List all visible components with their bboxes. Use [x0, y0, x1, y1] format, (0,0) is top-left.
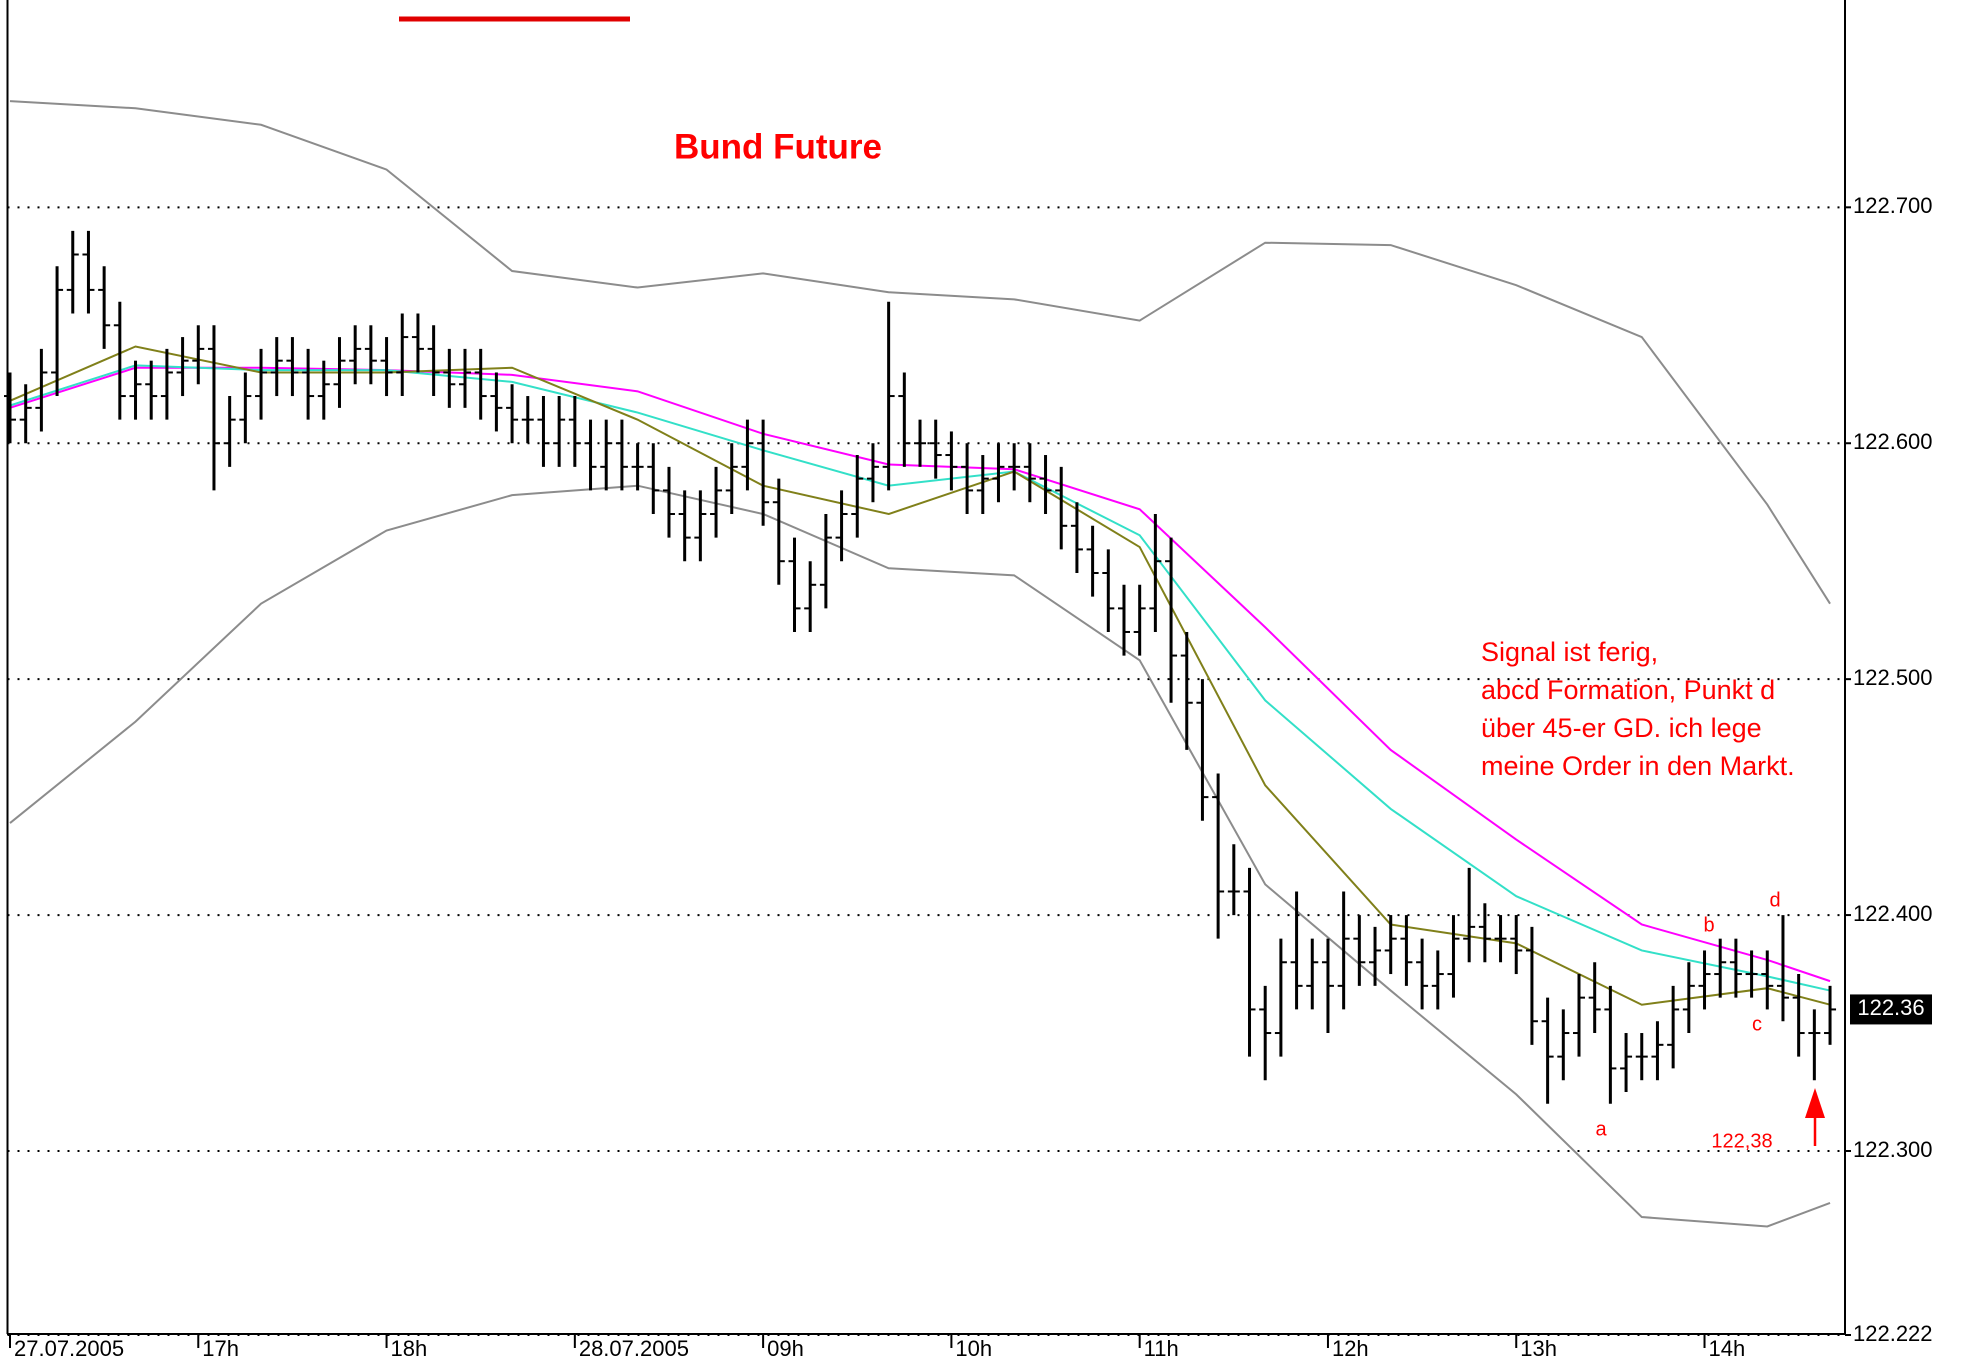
- arrow-head: [1805, 1088, 1825, 1118]
- y-tick-label: 122.222: [1853, 1321, 1933, 1346]
- x-tick-label: 28.07.2005: [579, 1336, 689, 1360]
- x-tick-label: 27.07.2005: [14, 1336, 124, 1360]
- x-tick-label: 10h: [955, 1336, 992, 1360]
- point-label: a: [1595, 1118, 1607, 1140]
- point-label: b: [1703, 914, 1714, 936]
- x-tick-label: 11h: [1144, 1336, 1179, 1360]
- y-tick-label: 122.500: [1853, 665, 1933, 690]
- point-label: c: [1752, 1013, 1762, 1035]
- point-label: d: [1769, 889, 1780, 911]
- y-tick-label: 122.700: [1853, 193, 1933, 218]
- signal-note: über 45-er GD. ich lege: [1481, 713, 1762, 743]
- last-price-box: [1850, 994, 1932, 1025]
- indicator-line: [9, 100, 1831, 605]
- y-tick-label: 122.300: [1853, 1137, 1933, 1162]
- signal-note: abcd Formation, Punkt d: [1481, 675, 1775, 705]
- indicator-line: [9, 484, 1831, 1228]
- x-tick-label: 18h: [391, 1336, 428, 1360]
- y-tick-label: 122.600: [1853, 429, 1933, 454]
- price-note: 122,38: [1711, 1130, 1772, 1152]
- signal-note: Signal ist ferig,: [1481, 637, 1658, 667]
- x-tick-label: 13h: [1520, 1336, 1557, 1360]
- x-tick-label: 17h: [202, 1336, 239, 1360]
- x-tick-label: 14h: [1709, 1336, 1746, 1360]
- chart-title: Bund Future: [674, 127, 882, 166]
- x-tick-label: 09h: [767, 1336, 804, 1360]
- signal-note: meine Order in den Markt.: [1481, 751, 1795, 781]
- x-tick-label: 12h: [1332, 1336, 1369, 1360]
- last-price-label: 122.36: [1857, 995, 1924, 1020]
- y-tick-label: 122.400: [1853, 901, 1933, 926]
